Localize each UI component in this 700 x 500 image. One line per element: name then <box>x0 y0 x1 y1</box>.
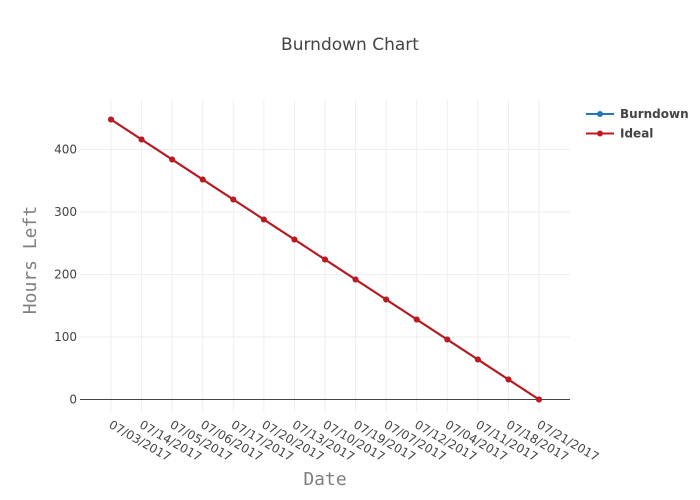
gridlines <box>80 100 570 412</box>
data-point <box>474 356 481 363</box>
data-point <box>230 196 237 203</box>
data-point <box>444 336 451 343</box>
data-point <box>322 256 328 263</box>
x-tick-labels: 07/03/201707/14/201707/05/201707/06/2017… <box>107 417 602 464</box>
legend-marker <box>597 130 603 137</box>
data-point <box>291 236 298 243</box>
legend-label: Burndown <box>620 107 689 121</box>
y-tick-label: 300 <box>54 205 77 219</box>
y-tick-label: 200 <box>54 268 77 282</box>
y-tick-label: 100 <box>54 330 77 344</box>
legend: Burndown Ideal <box>586 107 689 141</box>
data-point <box>199 176 206 183</box>
data-point <box>383 296 390 303</box>
data-point <box>536 396 542 403</box>
data-point <box>260 216 267 223</box>
y-axis-title: Hours Left <box>20 206 41 314</box>
data-point <box>169 156 176 163</box>
y-tick-labels: 0 100 200 300 400 <box>54 143 77 407</box>
data-point <box>352 276 359 283</box>
data-point <box>505 376 512 383</box>
y-tick-label: 0 <box>69 393 77 407</box>
series-lines <box>108 116 542 403</box>
data-point <box>108 116 114 123</box>
data-point <box>138 136 145 143</box>
data-point <box>413 316 420 323</box>
legend-label: Ideal <box>620 127 653 141</box>
x-axis-title: Date <box>303 469 346 490</box>
legend-marker <box>597 111 603 117</box>
y-tick-label: 400 <box>54 143 77 157</box>
chart-title: Burndown Chart <box>281 35 419 55</box>
